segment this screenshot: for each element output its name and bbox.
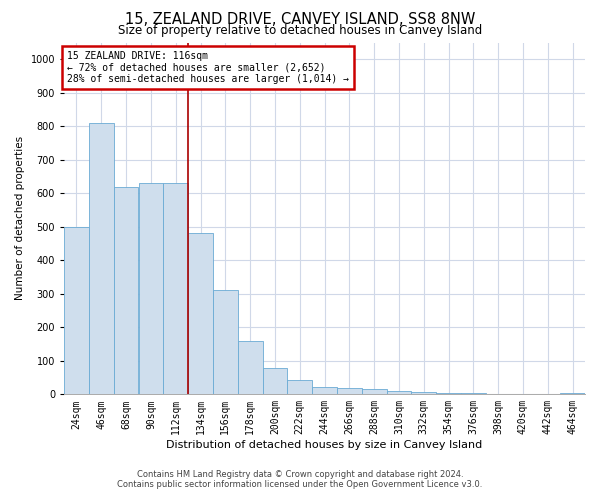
Text: Size of property relative to detached houses in Canvey Island: Size of property relative to detached ho… xyxy=(118,24,482,37)
Bar xyxy=(386,391,412,394)
Bar xyxy=(238,340,263,394)
Bar xyxy=(337,388,362,394)
Bar xyxy=(263,368,287,394)
X-axis label: Distribution of detached houses by size in Canvey Island: Distribution of detached houses by size … xyxy=(166,440,482,450)
Bar xyxy=(436,392,461,394)
Bar xyxy=(64,227,89,394)
Y-axis label: Number of detached properties: Number of detached properties xyxy=(15,136,25,300)
Bar xyxy=(89,123,113,394)
Bar xyxy=(362,390,386,394)
Bar xyxy=(412,392,436,394)
Text: Contains HM Land Registry data © Crown copyright and database right 2024.
Contai: Contains HM Land Registry data © Crown c… xyxy=(118,470,482,489)
Bar xyxy=(312,387,337,394)
Bar xyxy=(113,186,139,394)
Bar xyxy=(163,183,188,394)
Text: 15 ZEALAND DRIVE: 116sqm
← 72% of detached houses are smaller (2,652)
28% of sem: 15 ZEALAND DRIVE: 116sqm ← 72% of detach… xyxy=(67,52,349,84)
Bar xyxy=(139,183,163,394)
Bar xyxy=(560,392,585,394)
Bar xyxy=(188,234,213,394)
Text: 15, ZEALAND DRIVE, CANVEY ISLAND, SS8 8NW: 15, ZEALAND DRIVE, CANVEY ISLAND, SS8 8N… xyxy=(125,12,475,28)
Bar xyxy=(213,290,238,395)
Bar xyxy=(287,380,312,394)
